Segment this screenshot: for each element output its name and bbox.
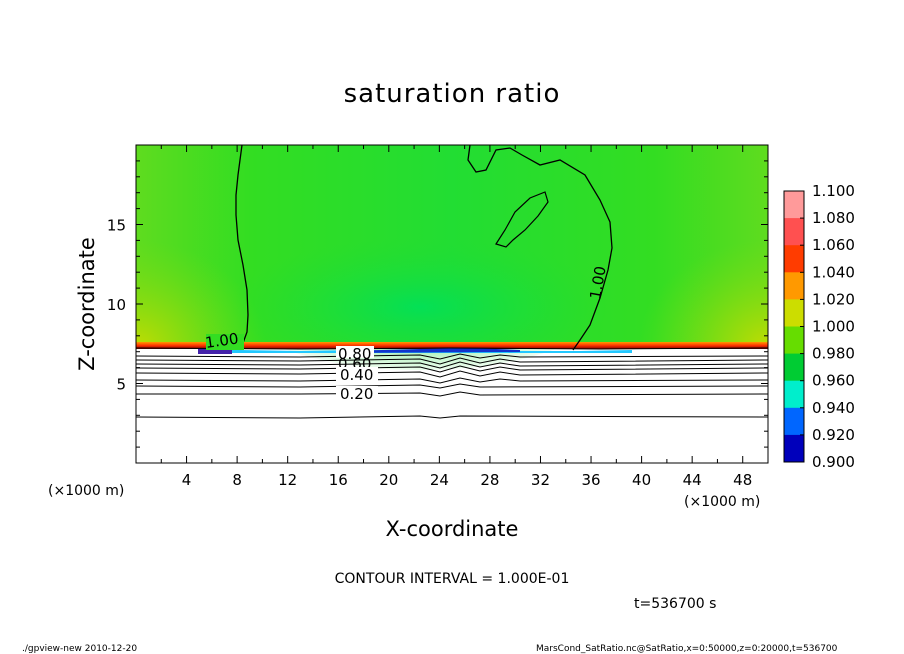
colorbar-swatch [784,353,804,382]
colorbar-swatch [784,299,804,327]
colorbar-swatch [784,434,804,463]
colorbar-label: 1.100 [812,182,855,200]
colorbar-label: 0.940 [812,399,855,417]
contour-label-bg-2 [336,346,374,358]
contour-label-1-00-right: 1.00 [586,265,610,301]
x-tick-label: 16 [329,471,348,489]
y-tick-label: 5 [116,376,126,394]
y-tick-label: 15 [107,217,126,235]
low-saturation-core [230,230,610,370]
colorbar: 1.100 1.080 1.060 1.040 1.020 1.000 0.980 0.960… [784,182,855,471]
x-tick-label: 32 [531,471,550,489]
colorbar-swatch [784,407,804,436]
y-axis-title: Z-coordinate [75,237,99,371]
contour-line-1-00-right [467,145,613,351]
x-tick-label: 4 [182,471,192,489]
x-unit-note-right: (×1000 m) [684,494,760,510]
contour-line-0-30 [136,383,768,389]
contour-label-0-40: 0.40 [340,366,373,384]
right-warm-zone [638,240,768,348]
x-tick-label: 20 [379,471,398,489]
contour-label-bg-1 [206,334,244,350]
footer-left: ./gpview-new 2010-12-20 [22,644,137,654]
colorbar-frame [783,190,805,463]
colorbar-label: 0.920 [812,426,855,444]
x-tick-label: 28 [480,471,499,489]
colorbar-label: 1.040 [812,263,855,281]
time-caption: t=536700 s [634,596,716,612]
surface-low-band-mid [340,348,520,353]
colorbar-swatch [784,218,804,246]
contour-label-0-80: 0.80 [338,345,371,363]
x-tick-label: 40 [632,471,651,489]
contour-line-1-00-island [495,191,549,248]
colorbar-swatch [784,245,804,273]
x-tick-label: 36 [581,471,600,489]
colorbar-swatch [784,380,804,409]
x-tick-label: 44 [683,471,702,489]
x-tick-label: 48 [733,471,752,489]
colorbar-swatch [784,326,804,355]
contour-line-0-70 [136,361,768,369]
x-tick-label: 8 [232,471,242,489]
y-tick-label: 10 [107,296,126,314]
colorbar-label: 1.080 [812,209,855,227]
x-axis-ticks: 4 8 12 16 20 24 28 32 36 40 44 48 [160,145,752,489]
colorbar-label: 1.060 [812,236,855,254]
left-warm-zone [136,240,266,348]
contour-label-bg-3 [336,367,378,381]
colorbar-label: 0.900 [812,453,855,471]
colorbar-label: 0.960 [812,372,855,390]
surface-low-band [200,348,632,353]
footer-right: MarsCond_SatRatio.nc@SatRatio,x=0:50000,… [536,644,838,654]
x-tick-label: 12 [278,471,297,489]
colorbar-label: 0.980 [812,345,855,363]
contour-line-0-10 [136,415,768,419]
colorbar-label: 1.020 [812,290,855,308]
contour-line-surface [136,347,768,350]
y-axis-ticks: 5 10 15 [107,160,768,448]
x-axis-title: X-coordinate [386,517,519,541]
colorbar-label: 1.000 [812,318,855,336]
x-unit-note-left: (×1000 m) [48,483,124,499]
contour-interval-caption: CONTOUR INTERVAL = 1.000E-01 [335,571,570,587]
contour-line-1-00-left [227,145,249,349]
x-tick-label: 24 [430,471,449,489]
contour-line-0-20 [136,391,768,397]
contour-label-1-00-left: 1.00 [204,329,240,351]
colorbar-swatch [784,272,804,300]
contour-label-bg-4 [336,386,378,400]
contour-label-0-20: 0.20 [340,385,373,403]
plot-area: 1.00 0.80 0.60 0.40 0.20 1.00 [136,145,768,463]
chart-title: saturation ratio [344,79,561,109]
colorbar-swatch [784,191,804,219]
contour-line-0-80 [136,357,768,365]
surface-high-band [136,342,768,349]
